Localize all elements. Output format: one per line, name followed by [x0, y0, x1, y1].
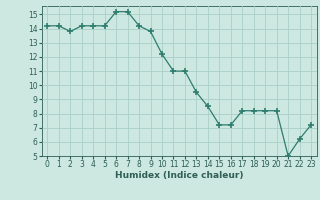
X-axis label: Humidex (Indice chaleur): Humidex (Indice chaleur): [115, 171, 244, 180]
